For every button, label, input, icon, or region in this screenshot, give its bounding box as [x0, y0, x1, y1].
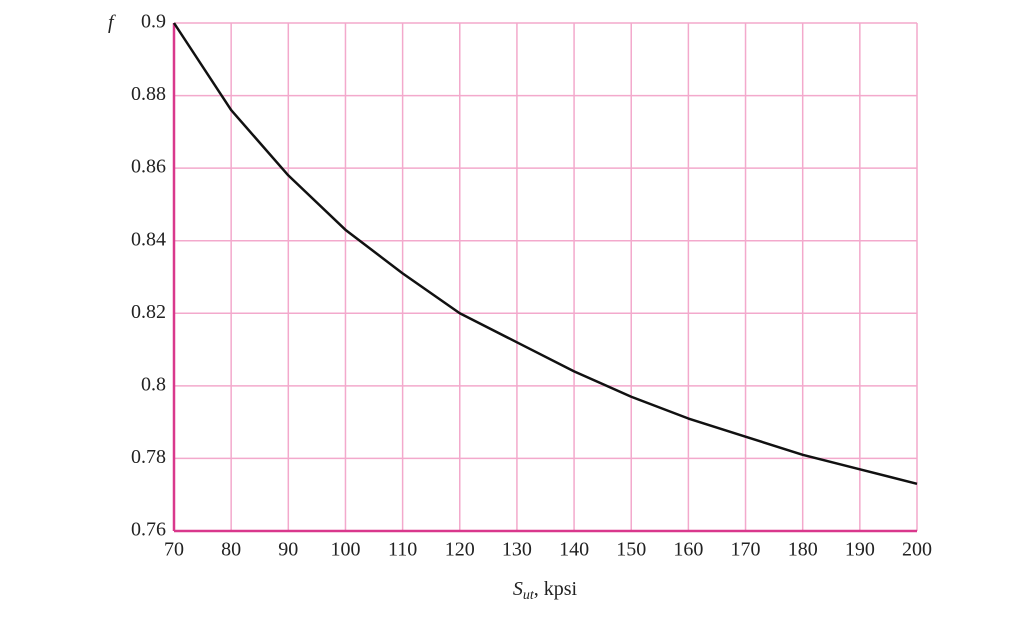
x-tick-label: 100: [330, 539, 360, 561]
x-tick-label: 180: [788, 539, 818, 561]
y-tick-label: 0.9: [141, 11, 166, 33]
x-tick-label: 150: [616, 539, 646, 561]
x-label-subscript: ut: [523, 588, 535, 603]
data-line: [172, 22, 918, 486]
x-tick-label: 140: [559, 539, 589, 561]
y-tick-label: 0.78: [131, 446, 166, 468]
x-tick-label: 200: [902, 539, 932, 561]
x-tick-label: 130: [502, 539, 532, 561]
x-tick-label: 90: [278, 539, 298, 561]
x-axis-label: Sut, kpsi: [513, 578, 578, 604]
x-tick-label: 120: [445, 539, 475, 561]
x-tick-label: 170: [731, 539, 761, 561]
x-tick-label: 190: [845, 539, 875, 561]
y-tick-label: 0.88: [131, 83, 166, 105]
x-label-symbol: S: [513, 578, 523, 600]
x-label-unit: , kpsi: [534, 578, 578, 600]
x-tick-label: 80: [221, 539, 241, 561]
x-tick-label: 160: [673, 539, 703, 561]
y-tick-label: 0.76: [131, 519, 166, 541]
y-tick-label: 0.84: [131, 228, 166, 250]
x-tick-label: 70: [164, 539, 184, 561]
y-tick-label: 0.86: [131, 156, 166, 178]
x-tick-label: 110: [388, 539, 417, 561]
y-axis-label: f: [108, 12, 116, 34]
y-tick-label: 0.8: [141, 373, 166, 395]
y-tick-label: 0.82: [131, 301, 166, 323]
